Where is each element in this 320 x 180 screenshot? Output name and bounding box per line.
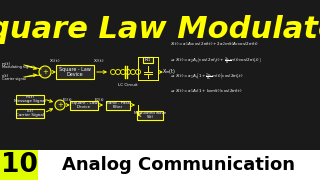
Text: $\Rightarrow X(t)=a_1A_c\left[1+\frac{2a_2}{a_1}m(t)\right]\cos(2\pi f_ct)$: $\Rightarrow X(t)=a_1A_c\left[1+\frac{2a… [170,72,244,83]
FancyBboxPatch shape [143,57,153,63]
Text: Square - Law
Device: Square - Law Device [71,101,97,109]
Text: E$_1$(t): E$_1$(t) [62,96,74,104]
Text: c(t)
Carrier Signal: c(t) Carrier Signal [16,109,44,117]
FancyBboxPatch shape [70,100,98,109]
Text: X$_m$(t): X$_m$(t) [162,68,176,76]
Text: Square Law Modulator: Square Law Modulator [0,15,320,44]
Text: R$_1$: R$_1$ [144,56,152,64]
Text: Modulated wave
S(t): Modulated wave S(t) [134,111,166,119]
FancyBboxPatch shape [16,94,44,103]
Text: $\Rightarrow X(t)=a_1A_c(1+k_am(t))\cos(2\pi f_ct)$: $\Rightarrow X(t)=a_1A_c(1+k_am(t))\cos(… [170,87,243,95]
Text: m(t)
Message Signal: m(t) Message Signal [14,95,46,103]
Bar [0,150,38,180]
Text: $X(t)=a_1A_c\cos(2\pi f_ct)+2a_2m(t)A_c\cos(2\pi f_ct)$: $X(t)=a_1A_c\cos(2\pi f_ct)+2a_2m(t)A_c\… [170,40,259,48]
Circle shape [55,100,65,110]
Text: 10: 10 [1,152,37,178]
Text: Carrier signal: Carrier signal [2,77,26,81]
Text: +: + [42,69,48,75]
Text: Modulating signal: Modulating signal [2,65,34,69]
Text: E$_2$(t): E$_2$(t) [94,96,106,104]
Text: +: + [57,102,63,108]
Text: Analog Communication: Analog Communication [61,156,294,174]
Text: X$_2$(t): X$_2$(t) [93,57,105,65]
FancyBboxPatch shape [106,100,130,109]
Bar [0,150,320,180]
Text: $\Rightarrow X(t)=a_2A_c\left\{\cos(2\pi f_ct)+\frac{2a_1}{a_1}m(t)\cos(2\pi f_c: $\Rightarrow X(t)=a_2A_c\left\{\cos(2\pi… [170,56,262,67]
Text: Band - Pass
Filter: Band - Pass Filter [106,101,130,109]
FancyBboxPatch shape [137,111,163,120]
FancyBboxPatch shape [16,109,44,118]
Text: c(t): c(t) [2,74,9,78]
Text: Square - Law
Device: Square - Law Device [59,67,91,77]
Text: X$_1$(t): X$_1$(t) [49,57,61,65]
Text: LC Circuit: LC Circuit [118,83,138,87]
FancyBboxPatch shape [56,65,94,79]
Circle shape [39,66,51,78]
Text: m(t): m(t) [2,62,11,66]
